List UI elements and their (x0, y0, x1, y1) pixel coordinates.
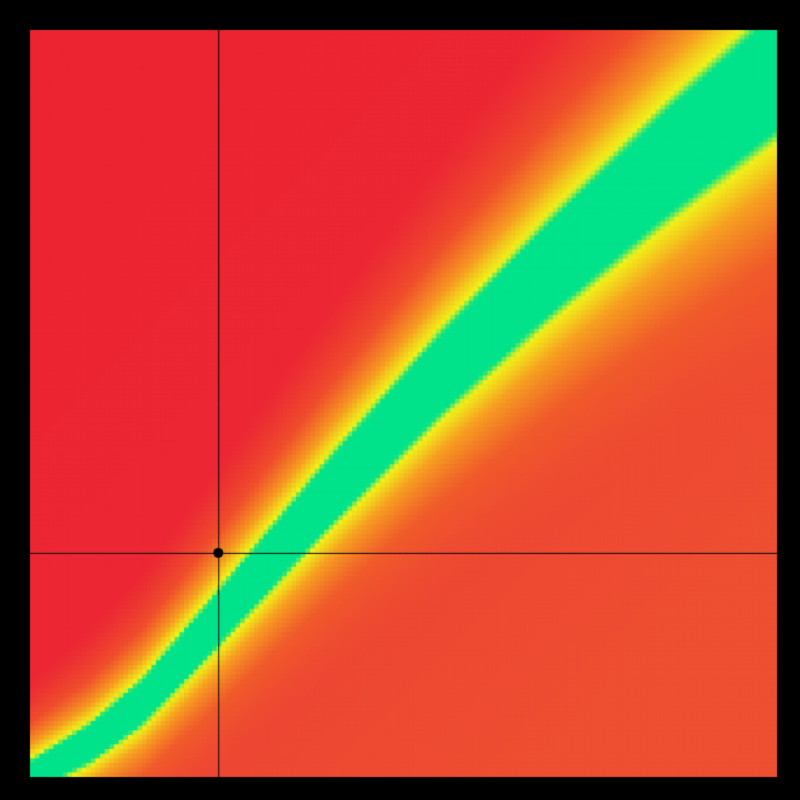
bottleneck-heatmap (0, 0, 800, 800)
bottleneck-heatmap-container: TheBottleneck.com (0, 0, 800, 800)
